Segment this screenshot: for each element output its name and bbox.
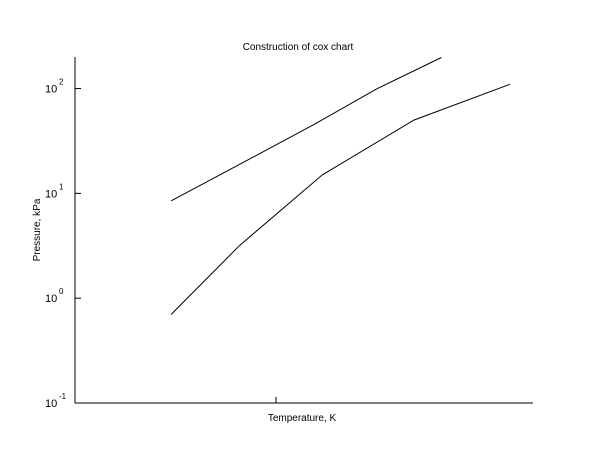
y-tick-label: 10 [45,188,57,200]
y-tick-exponent: 0 [59,287,64,296]
series-line-2 [170,83,511,315]
y-tick-exponent: 2 [59,78,64,87]
series-group [170,57,511,315]
y-tick-exponent: 1 [59,182,64,191]
chart-title: Construction of cox chart [243,42,354,53]
y-tick-label: 10 [45,293,57,305]
x-axis-label: Temperature, K [268,413,337,424]
y-tick-label: 10 [45,398,57,410]
series-line-1 [170,57,442,202]
y-tick-label: 10 [45,84,57,96]
y-tick-exponent: -1 [59,392,67,401]
y-axis-label: Pressure, kPa [32,198,43,261]
